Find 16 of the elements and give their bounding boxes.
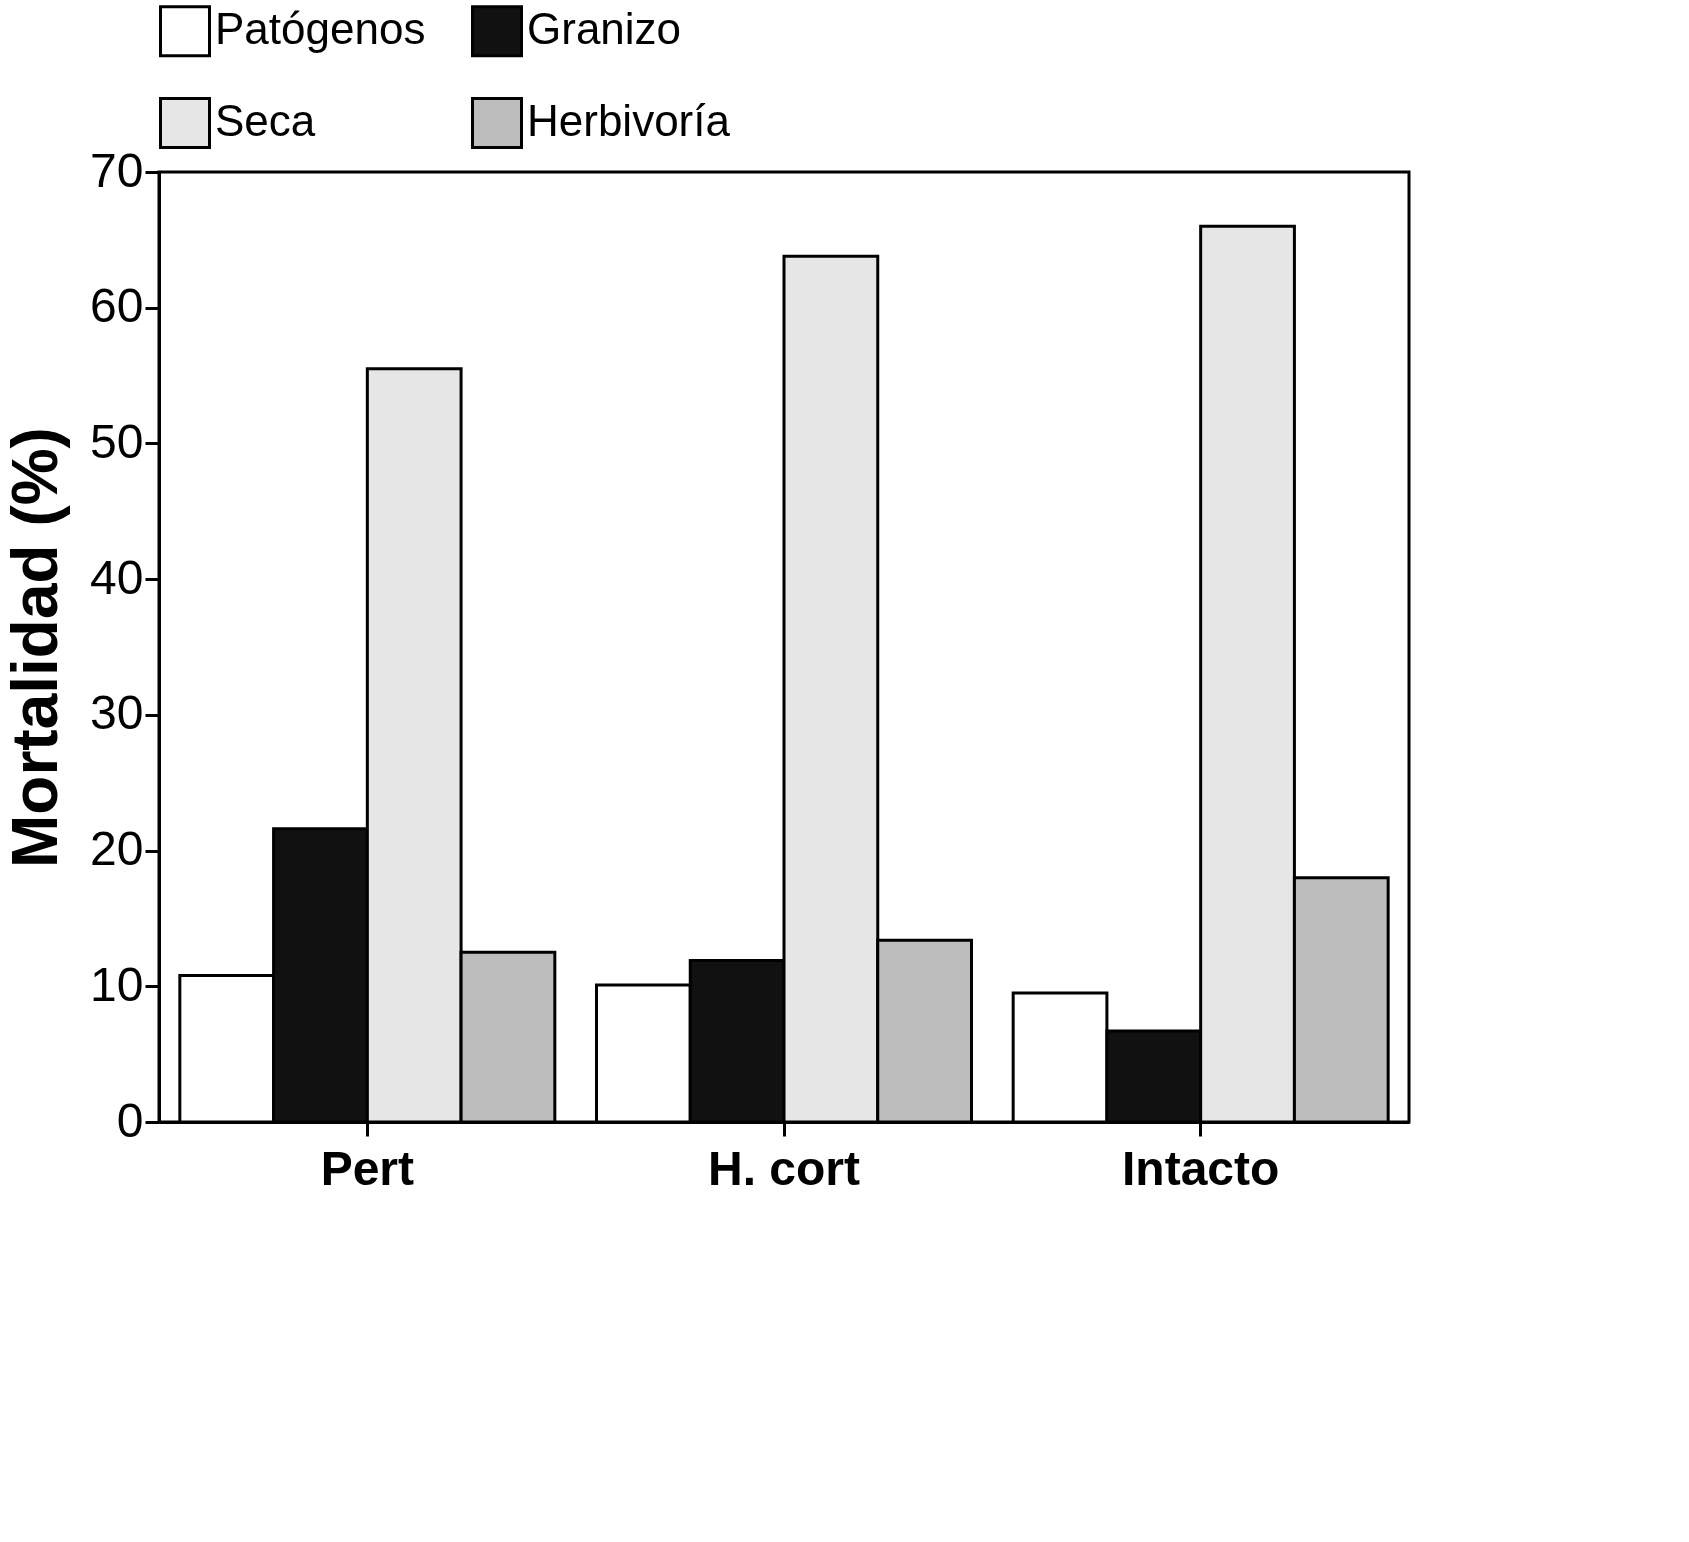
legend-label: Seca: [215, 96, 316, 145]
y-tick-label: 20: [90, 822, 144, 876]
y-tick-label: 40: [90, 550, 144, 604]
x-tick-label: H. cort: [707, 1141, 861, 1195]
x-tick-label: Intacto: [1121, 1141, 1280, 1195]
legend-label: Granizo: [527, 4, 682, 54]
legend-label: Patógenos: [215, 4, 426, 54]
y-tick-label: 70: [90, 143, 144, 197]
y-tick-label: 50: [90, 414, 144, 468]
y-tick-label: 10: [90, 957, 144, 1011]
x-tick-label: Pert: [320, 1141, 415, 1195]
y-axis-title: Mortalidad (%): [0, 427, 72, 868]
y-tick-label: 0: [116, 1093, 144, 1147]
y-tick-label: 30: [90, 686, 144, 740]
legend-label: Herbivoría: [527, 96, 731, 145]
y-tick-label: 60: [90, 279, 144, 333]
